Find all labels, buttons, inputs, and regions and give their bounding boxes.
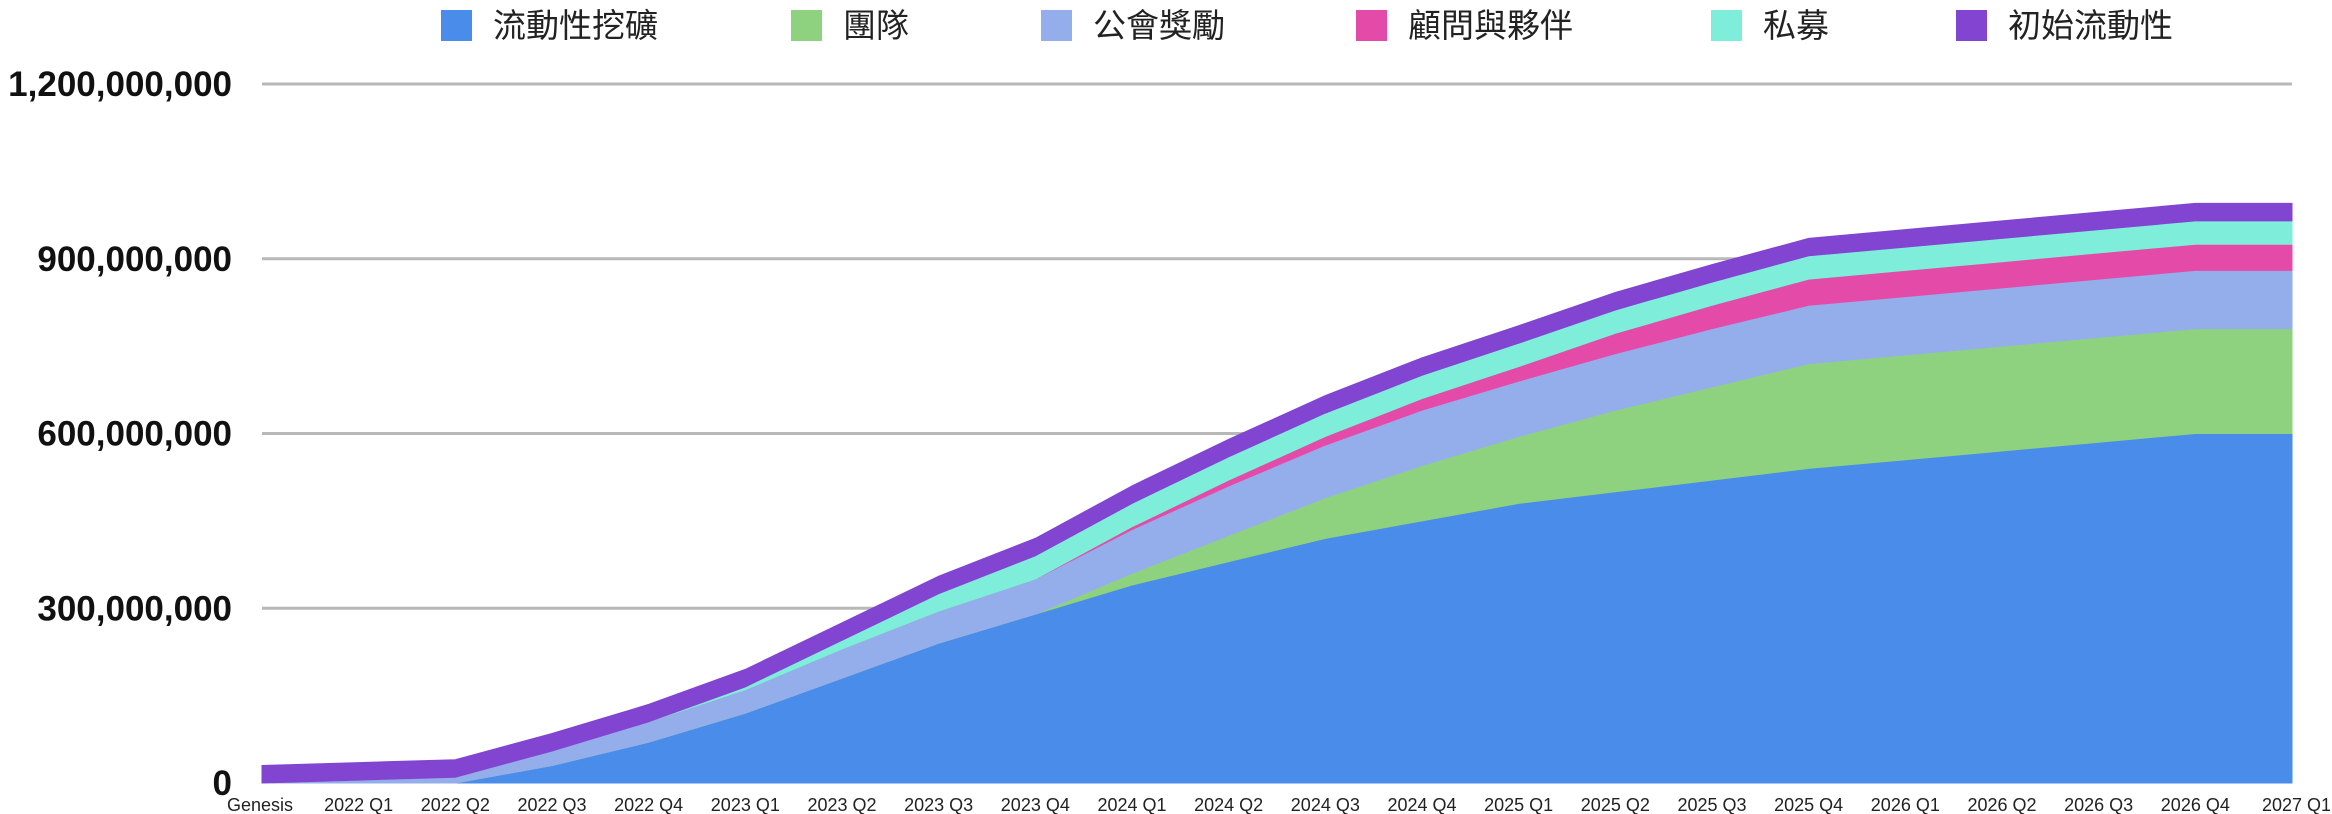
legend-swatch: [791, 10, 822, 41]
legend-item: 顧問與夥伴: [1356, 6, 1573, 45]
x-tick-label: 2025 Q3: [1677, 795, 1746, 814]
x-tick-label: 2026 Q4: [2161, 795, 2230, 814]
x-tick-label: 2022 Q3: [517, 795, 586, 814]
x-tick-label: 2024 Q4: [1387, 795, 1456, 814]
x-tick-label: 2024 Q3: [1291, 795, 1360, 814]
legend-item: 私募: [1711, 6, 1829, 45]
x-tick-label: 2025 Q2: [1581, 795, 1650, 814]
x-tick-label: 2022 Q4: [614, 795, 683, 814]
series-areas: [261, 202, 2293, 784]
x-tick-label: 2024 Q1: [1097, 795, 1166, 814]
x-tick-label: 2025 Q1: [1484, 795, 1553, 814]
y-tick-label: 300,000,000: [37, 589, 232, 628]
x-tick-label: 2027 Q1: [2262, 795, 2331, 814]
x-tick-label: 2023 Q4: [1001, 795, 1070, 814]
y-tick-label: 600,000,000: [37, 415, 232, 454]
x-tick-label: 2024 Q2: [1194, 795, 1263, 814]
x-tick-label: 2026 Q1: [1871, 795, 1940, 814]
legend-label: 團隊: [843, 6, 909, 45]
legend-swatch: [1711, 10, 1742, 41]
x-tick-label: 2025 Q4: [1774, 795, 1843, 814]
x-tick-label: 2023 Q3: [904, 795, 973, 814]
x-tick-label: Genesis: [227, 795, 293, 814]
x-tick-label: 2023 Q1: [711, 795, 780, 814]
x-tick-label: 2022 Q2: [421, 795, 490, 814]
x-tick-label: 2023 Q2: [807, 795, 876, 814]
x-tick-label: 2026 Q2: [1967, 795, 2036, 814]
legend-label: 顧問與夥伴: [1408, 6, 1573, 45]
y-tick-label: 0: [213, 764, 232, 803]
legend-swatch: [1041, 10, 1072, 41]
legend-label: 流動性挖礦: [493, 6, 658, 45]
legend-label: 公會獎勵: [1093, 6, 1225, 45]
legend-swatch: [1956, 10, 1987, 41]
y-axis: 0 300,000,000 600,000,000 900,000,000 1,200,…: [8, 65, 232, 803]
legend-item: 初始流動性: [1956, 6, 2173, 45]
x-tick-label: 2026 Q3: [2064, 795, 2133, 814]
legend-swatch: [1356, 10, 1387, 41]
y-tick-label: 900,000,000: [37, 240, 232, 279]
legend-item: 流動性挖礦: [441, 6, 658, 45]
legend-item: 團隊: [791, 6, 909, 45]
x-axis: Genesis 2022 Q1 2022 Q2 2022 Q3 2022 Q4 2023 …: [227, 795, 2331, 814]
x-tick-label: 2022 Q1: [324, 795, 393, 814]
legend-swatch: [441, 10, 472, 41]
legend-item: 公會獎勵: [1041, 6, 1225, 45]
legend-label: 私募: [1763, 6, 1829, 45]
legend: 流動性挖礦 團隊 公會獎勵 顧問與夥伴 私募 初始流動性: [441, 6, 2173, 45]
legend-label: 初始流動性: [2008, 6, 2173, 45]
y-tick-label: 1,200,000,000: [8, 65, 232, 104]
series-area-5: [261, 202, 2293, 784]
